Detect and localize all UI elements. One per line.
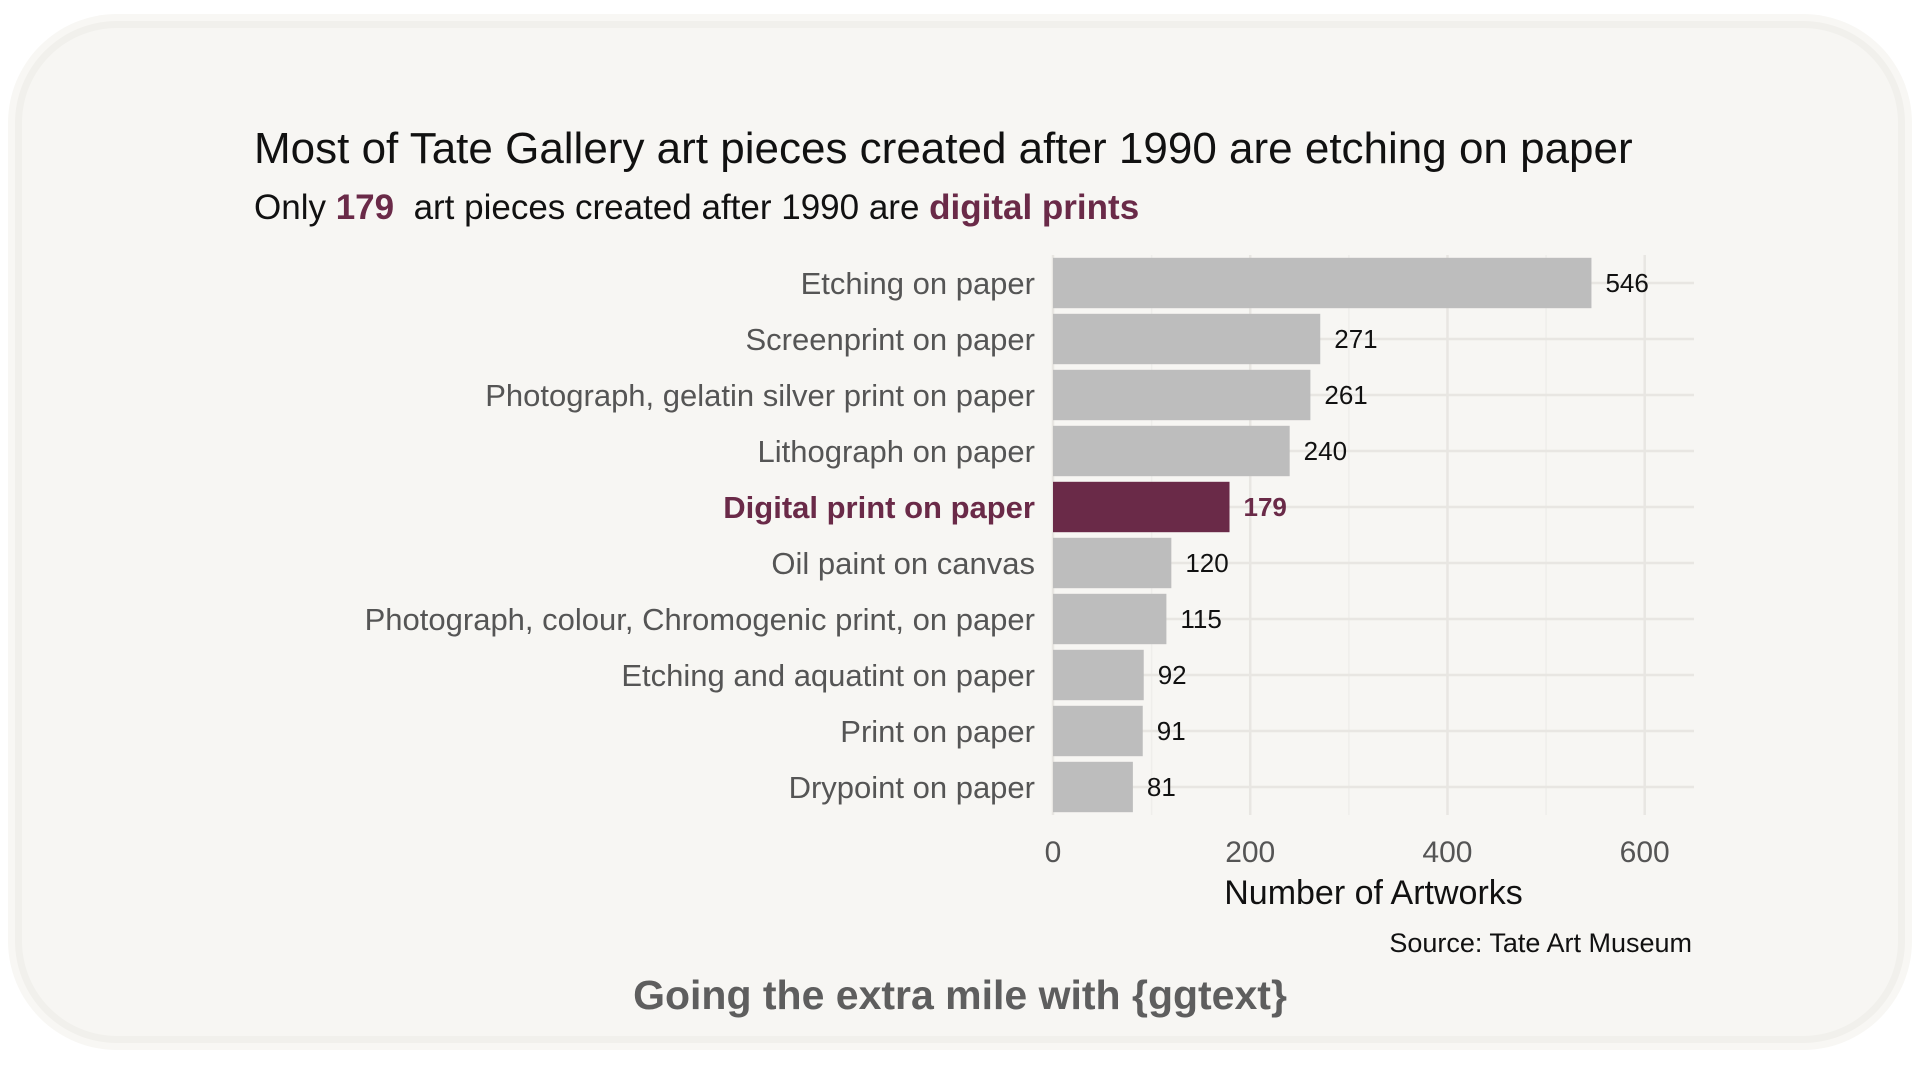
subtitle-highlight: digital prints bbox=[929, 188, 1140, 227]
bar-value-label: 240 bbox=[1304, 436, 1347, 466]
bar bbox=[1053, 537, 1172, 589]
x-axis-title: Number of Artworks bbox=[1224, 874, 1523, 912]
category-label: Etching on paper bbox=[801, 266, 1035, 301]
category-label: Lithograph on paper bbox=[757, 434, 1035, 469]
category-label: Photograph, gelatin silver print on pape… bbox=[485, 378, 1035, 413]
bar-value-label: 120 bbox=[1185, 548, 1228, 578]
x-tick-label: 200 bbox=[1225, 836, 1275, 869]
subtitle-count: 179 bbox=[335, 188, 395, 227]
chart-subtitle: Only 179 art pieces created after 1990 a… bbox=[254, 188, 1139, 228]
bar-value-label: 115 bbox=[1180, 604, 1221, 634]
category-label: Photograph, colour, Chromogenic print, o… bbox=[365, 602, 1035, 637]
bar-value-label: 81 bbox=[1147, 772, 1176, 802]
x-tick-label: 600 bbox=[1620, 836, 1670, 869]
bar bbox=[1053, 425, 1290, 477]
bar bbox=[1053, 369, 1311, 421]
bar bbox=[1053, 761, 1133, 813]
bar bbox=[1053, 257, 1592, 309]
bar-value-label: 546 bbox=[1605, 268, 1648, 298]
x-tick-label: 400 bbox=[1422, 836, 1472, 869]
bar bbox=[1053, 705, 1143, 757]
category-label: Drypoint on paper bbox=[789, 770, 1035, 805]
category-label: Print on paper bbox=[840, 714, 1035, 749]
subtitle-middle: art pieces created after 1990 are bbox=[413, 188, 920, 227]
chart-card bbox=[22, 28, 1898, 1036]
bar bbox=[1053, 481, 1230, 533]
category-label: Etching and aquatint on paper bbox=[621, 658, 1035, 693]
category-label: Digital print on paper bbox=[723, 490, 1035, 525]
bar-value-label: 91 bbox=[1157, 716, 1186, 746]
bar bbox=[1053, 649, 1144, 701]
bar-value-label: 261 bbox=[1324, 380, 1367, 410]
category-label: Screenprint on paper bbox=[745, 322, 1035, 357]
bar-value-label: 179 bbox=[1244, 492, 1287, 522]
bar bbox=[1053, 593, 1167, 645]
chart-title: Most of Tate Gallery art pieces created … bbox=[254, 124, 1633, 173]
subtitle-prefix: Only bbox=[254, 188, 326, 227]
category-label: Oil paint on canvas bbox=[771, 546, 1035, 581]
source-caption: Source: Tate Art Museum bbox=[1389, 928, 1692, 958]
bar bbox=[1053, 313, 1321, 365]
bar-value-label: 271 bbox=[1334, 324, 1377, 354]
footer-banner: Going the extra mile with {ggtext} bbox=[633, 972, 1287, 1018]
x-tick-label: 0 bbox=[1045, 836, 1062, 869]
bar-value-label: 92 bbox=[1158, 660, 1187, 690]
